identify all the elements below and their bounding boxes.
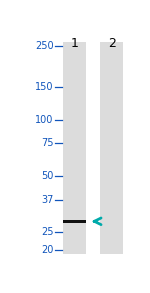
Text: 20: 20 (41, 245, 54, 255)
Text: 50: 50 (41, 171, 54, 181)
Text: 2: 2 (108, 38, 116, 50)
Text: 25: 25 (41, 227, 54, 237)
Text: 37: 37 (41, 195, 54, 205)
Text: 100: 100 (35, 115, 54, 125)
Text: 250: 250 (35, 41, 54, 51)
Text: 150: 150 (35, 82, 54, 92)
Bar (63, 220, 86, 223)
Text: 75: 75 (41, 138, 54, 148)
Text: 1: 1 (71, 38, 78, 50)
Bar (100, 42, 123, 254)
Bar (63, 42, 86, 254)
